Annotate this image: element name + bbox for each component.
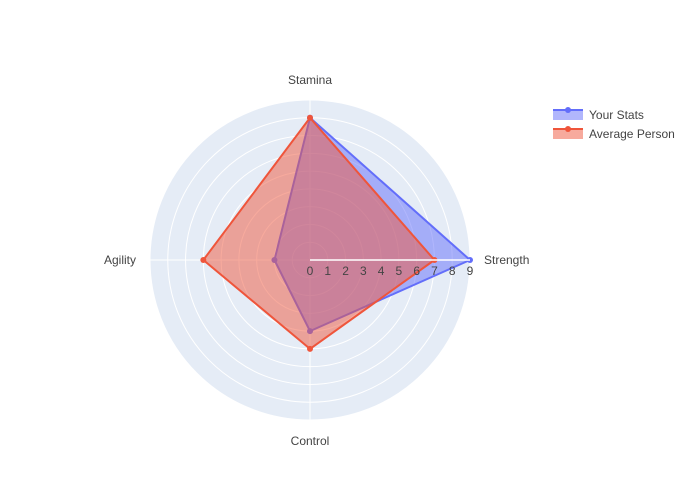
radial-tick-7: 7 <box>431 264 438 278</box>
angular-axis-labels: Strength Stamina Agility Control <box>104 73 529 448</box>
radial-tick-8: 8 <box>449 264 456 278</box>
legend-item-average-person[interactable]: Average Person <box>553 126 675 141</box>
legend-marker-your-stats <box>565 107 571 113</box>
traces <box>200 114 473 352</box>
legend-label-your-stats: Your Stats <box>589 108 644 122</box>
axis-label-stamina: Stamina <box>288 73 332 87</box>
point-average-person-agility <box>200 257 207 263</box>
legend-label-average-person: Average Person <box>589 127 675 141</box>
point-average-person-control <box>307 345 313 352</box>
radial-tick-3: 3 <box>360 264 367 278</box>
radial-tick-6: 6 <box>413 264 420 278</box>
radial-tick-4: 4 <box>378 264 385 278</box>
legend-marker-average-person <box>565 126 571 132</box>
radial-tick-0: 0 <box>307 264 314 278</box>
axis-label-control: Control <box>291 434 330 448</box>
radial-tick-2: 2 <box>342 264 349 278</box>
axis-label-strength: Strength <box>484 253 529 267</box>
radial-tick-9: 9 <box>467 264 474 278</box>
radial-tick-5: 5 <box>396 264 403 278</box>
legend: Your Stats Average Person <box>553 107 675 141</box>
legend-swatch-average-person <box>553 129 583 139</box>
axis-label-agility: Agility <box>104 253 136 267</box>
legend-item-your-stats[interactable]: Your Stats <box>553 107 644 122</box>
point-average-person-stamina <box>307 114 313 121</box>
radial-tick-1: 1 <box>324 264 331 278</box>
legend-swatch-your-stats <box>553 110 583 120</box>
